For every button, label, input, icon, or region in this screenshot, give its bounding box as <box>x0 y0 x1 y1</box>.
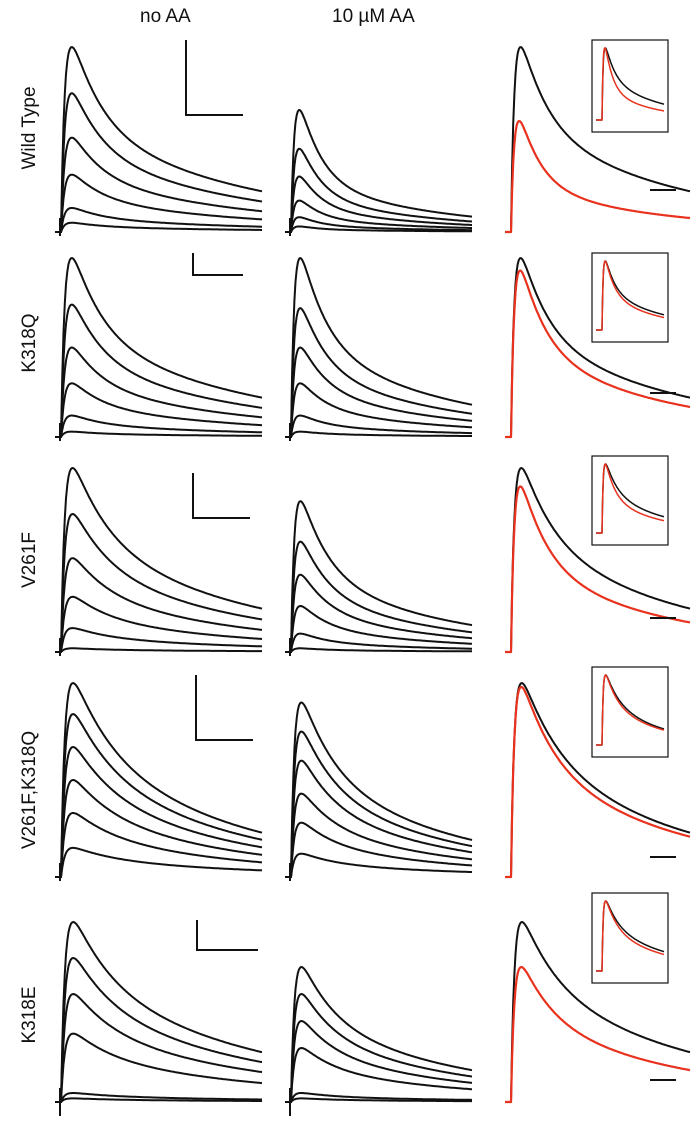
trace-aa-5 <box>285 1097 473 1103</box>
trace-no-aa-4 <box>55 414 263 438</box>
trace-no-aa-5 <box>55 1097 262 1103</box>
trace-aa-4 <box>285 1092 472 1103</box>
scale-bar <box>192 473 250 519</box>
scale-bar <box>192 253 243 276</box>
trace-no-aa-1 <box>55 303 263 438</box>
trace-aa-0 <box>285 966 473 1103</box>
trace-no-aa-4 <box>55 812 263 878</box>
trace-aa-1 <box>285 307 473 438</box>
trace-no-aa-1 <box>55 713 263 878</box>
scale-bar <box>185 40 243 116</box>
trace-aa-4 <box>285 414 472 438</box>
inset-trace-aa <box>596 674 665 746</box>
overlay-trace-no-aa <box>505 467 691 653</box>
inset-trace-aa <box>596 900 665 972</box>
trace-no-aa-3 <box>55 173 263 233</box>
trace-no-aa-2 <box>55 557 263 653</box>
scale-bar <box>196 920 258 951</box>
trace-no-aa-3 <box>55 1032 263 1103</box>
trace-no-aa-2 <box>55 136 263 233</box>
overlay-trace-no-aa <box>505 921 691 1103</box>
trace-no-aa-3 <box>55 382 263 438</box>
trace-aa-3 <box>285 382 473 438</box>
trace-no-aa-5 <box>55 430 262 438</box>
trace-aa-1 <box>285 147 473 233</box>
overlay-trace-aa <box>505 965 691 1104</box>
trace-aa-2 <box>285 1020 473 1103</box>
overlay-trace-no-aa <box>505 46 691 233</box>
trace-aa-0 <box>285 701 473 878</box>
trace-no-aa-4 <box>55 627 263 653</box>
trace-no-aa-2 <box>55 346 263 438</box>
overlay-trace-no-aa <box>505 682 691 878</box>
overlay-trace-no-aa <box>505 257 691 438</box>
overlay-trace-aa <box>505 685 691 879</box>
trace-aa-5 <box>285 225 472 233</box>
trace-aa-3 <box>285 605 473 653</box>
inset-trace-no-aa <box>596 463 665 534</box>
inset-trace-aa <box>596 47 665 121</box>
trace-no-aa-0 <box>55 467 263 653</box>
trace-aa-1 <box>285 730 473 878</box>
trace-aa-3 <box>285 792 473 878</box>
trace-no-aa-5 <box>55 221 262 233</box>
trace-aa-2 <box>285 759 473 878</box>
inset-box <box>591 252 669 343</box>
trace-no-aa-3 <box>55 779 263 878</box>
trace-aa-2 <box>285 346 473 438</box>
trace-aa-2 <box>285 175 472 233</box>
trace-aa-4 <box>285 632 472 653</box>
trace-no-aa-5 <box>55 647 262 653</box>
trace-no-aa-5 <box>55 846 263 878</box>
inset-trace-no-aa <box>596 674 665 746</box>
trace-aa-3 <box>285 199 472 233</box>
trace-no-aa-4 <box>55 207 262 233</box>
trace-no-aa-0 <box>55 921 263 1103</box>
inset-trace-no-aa <box>596 260 665 331</box>
column-header-aa: 10 µM AA <box>332 6 415 27</box>
inset-trace-aa <box>596 260 665 331</box>
overlay-trace-aa <box>505 485 691 654</box>
trace-no-aa-0 <box>55 46 263 233</box>
trace-no-aa-1 <box>55 92 263 233</box>
trace-aa-4 <box>285 821 473 878</box>
trace-no-aa-0 <box>55 257 263 438</box>
overlay-trace-aa <box>505 120 691 234</box>
column-header-no-aa: no AA <box>140 6 191 27</box>
trace-aa-3 <box>285 1047 473 1103</box>
trace-aa-0 <box>285 257 473 438</box>
trace-aa-4 <box>285 216 472 233</box>
inset-box <box>591 39 669 133</box>
trace-no-aa-0 <box>55 682 263 878</box>
trace-aa-0 <box>285 500 473 653</box>
overlay-trace-aa <box>505 269 691 439</box>
scale-bar <box>195 675 253 741</box>
inset-trace-no-aa <box>596 47 665 121</box>
trace-aa-5 <box>285 647 472 653</box>
inset-box <box>591 455 669 546</box>
trace-aa-1 <box>285 540 473 653</box>
inset-trace-no-aa <box>596 900 665 972</box>
inset-trace-aa <box>596 463 665 534</box>
trace-no-aa-1 <box>55 513 263 653</box>
trace-no-aa-2 <box>55 993 263 1103</box>
trace-no-aa-3 <box>55 595 263 653</box>
trace-aa-2 <box>285 573 473 653</box>
trace-aa-5 <box>285 852 473 878</box>
trace-aa-5 <box>285 430 472 438</box>
trace-no-aa-2 <box>55 746 263 878</box>
trace-no-aa-1 <box>55 957 263 1103</box>
trace-aa-1 <box>285 993 473 1103</box>
trace-aa-0 <box>285 109 473 233</box>
trace-no-aa-4 <box>55 1092 262 1103</box>
